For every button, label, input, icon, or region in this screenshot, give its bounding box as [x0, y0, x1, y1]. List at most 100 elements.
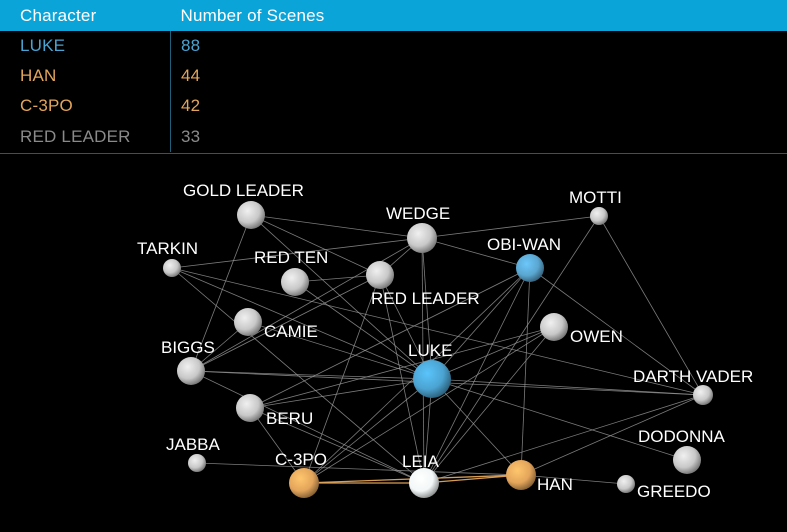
edge-luke-dodonna [431, 378, 688, 461]
scene-count: 33 [170, 121, 787, 152]
node-wedge[interactable] [407, 223, 437, 253]
node-red-leader[interactable] [366, 261, 394, 289]
node-label-red-ten: RED TEN [254, 248, 328, 267]
edge-red-leader-leia [379, 274, 425, 484]
node-label-greedo: GREEDO [637, 482, 711, 501]
edge-obi-wan-beru [249, 267, 531, 409]
node-label-jabba: JABBA [166, 435, 221, 454]
label-layer: GOLD LEADER WEDGE MOTTI TARKIN RED TEN OBI-WA… [137, 181, 753, 501]
edge-han-greedo [520, 474, 627, 485]
node-luke[interactable] [413, 360, 451, 398]
node-label-dodonna: DODONNA [638, 427, 726, 446]
edge-obi-wan-darth-vader [529, 267, 704, 396]
character-name: RED LEADER [20, 126, 131, 146]
edge-beru-c-3po [249, 407, 305, 484]
node-leia[interactable] [409, 468, 439, 498]
edge-camie-luke [247, 321, 433, 380]
edge-gold-leader-biggs [190, 214, 252, 372]
edge-owen-c-3po [303, 326, 555, 484]
node-label-red-leader: RED LEADER [371, 289, 480, 308]
scene-count-table: Character Number of Scenes LUKE 88 HAN 4… [0, 0, 787, 152]
character-name: LUKE [20, 36, 66, 55]
node-label-beru: BERU [266, 409, 313, 428]
node-darth-vader[interactable] [693, 385, 713, 405]
edge-leia-han [423, 474, 522, 484]
edge-tarkin-leia [171, 267, 425, 484]
node-label-wedge: WEDGE [386, 204, 450, 223]
node-han[interactable] [506, 460, 536, 490]
node-dodonna[interactable] [673, 446, 701, 474]
edge-darth-vader-han [520, 394, 704, 476]
edge-darth-vader-leia [423, 394, 704, 484]
edge-tarkin-darth-vader [171, 267, 704, 396]
table-row[interactable]: HAN 44 [0, 61, 787, 91]
character-name: HAN [20, 66, 57, 85]
node-red-ten[interactable] [281, 268, 309, 296]
node-jabba[interactable] [188, 454, 206, 472]
node-label-owen: OWEN [570, 327, 623, 346]
edge-obi-wan-han [520, 267, 531, 476]
table-row[interactable]: RED LEADER 33 [0, 121, 787, 152]
edge-luke-darth-vader [431, 378, 704, 396]
edge-biggs-leia [190, 370, 425, 484]
edge-red-leader-biggs [190, 274, 381, 372]
edge-gold-leader-luke [250, 214, 433, 380]
node-label-darth-vader: DARTH VADER [633, 367, 753, 386]
scene-count: 44 [170, 61, 787, 91]
column-header-scenes[interactable]: Number of Scenes [170, 0, 787, 31]
node-label-motti: MOTTI [569, 188, 622, 207]
character-name: C-3PO [20, 96, 73, 115]
node-beru[interactable] [236, 394, 264, 422]
edge-luke-beru [249, 378, 433, 409]
table-divider [0, 153, 787, 154]
node-gold-leader[interactable] [237, 201, 265, 229]
node-greedo[interactable] [617, 475, 635, 493]
edge-wedge-obi-wan [421, 237, 531, 269]
node-tarkin[interactable] [163, 259, 181, 277]
edge-owen-beru [249, 326, 555, 409]
node-obi-wan[interactable] [516, 254, 544, 282]
edge-red-ten-luke [294, 281, 433, 380]
node-camie[interactable] [234, 308, 262, 336]
edge-gold-leader-wedge [250, 214, 423, 239]
table-row[interactable]: LUKE 88 [0, 31, 787, 61]
edge-obi-wan-luke [431, 267, 531, 380]
scene-count: 88 [170, 31, 787, 61]
edge-luke-c-3po [303, 378, 433, 484]
edge-motti-darth-vader [598, 215, 704, 396]
edge-wedge-tarkin [171, 237, 423, 269]
node-motti[interactable] [590, 207, 608, 225]
node-label-biggs: BIGGS [161, 338, 215, 357]
node-label-leia: LEIA [402, 452, 440, 471]
node-label-luke: LUKE [408, 341, 452, 360]
node-owen[interactable] [540, 313, 568, 341]
edge-owen-luke [431, 326, 555, 380]
node-label-obi-wan: OBI-WAN [487, 235, 561, 254]
table-header-row: Character Number of Scenes [0, 0, 787, 31]
edge-owen-leia [423, 326, 555, 484]
edge-tarkin-luke [171, 267, 433, 380]
node-label-camie: CAMIE [264, 322, 318, 341]
scene-count: 42 [170, 91, 787, 121]
node-label-c-3po: C-3PO [275, 450, 327, 469]
edge-red-leader-c-3po [303, 274, 381, 484]
edge-gold-leader-red-leader [250, 214, 381, 276]
node-label-gold-leader: GOLD LEADER [183, 181, 304, 200]
edge-motti-wedge [421, 215, 600, 239]
node-layer [163, 201, 713, 498]
node-biggs[interactable] [177, 357, 205, 385]
edge-jabba-han [196, 462, 522, 476]
node-label-tarkin: TARKIN [137, 239, 198, 258]
node-c-3po[interactable] [289, 468, 319, 498]
edge-red-ten-red-leader [294, 274, 381, 283]
edge-biggs-luke [190, 370, 433, 380]
edge-layer [171, 214, 704, 485]
edge-luke-han [431, 378, 522, 476]
table-row[interactable]: C-3PO 42 [0, 91, 787, 121]
node-label-han: HAN [537, 475, 573, 494]
column-header-character[interactable]: Character [0, 0, 171, 31]
edge-wedge-luke [421, 237, 433, 380]
edge-wedge-biggs [190, 237, 423, 372]
